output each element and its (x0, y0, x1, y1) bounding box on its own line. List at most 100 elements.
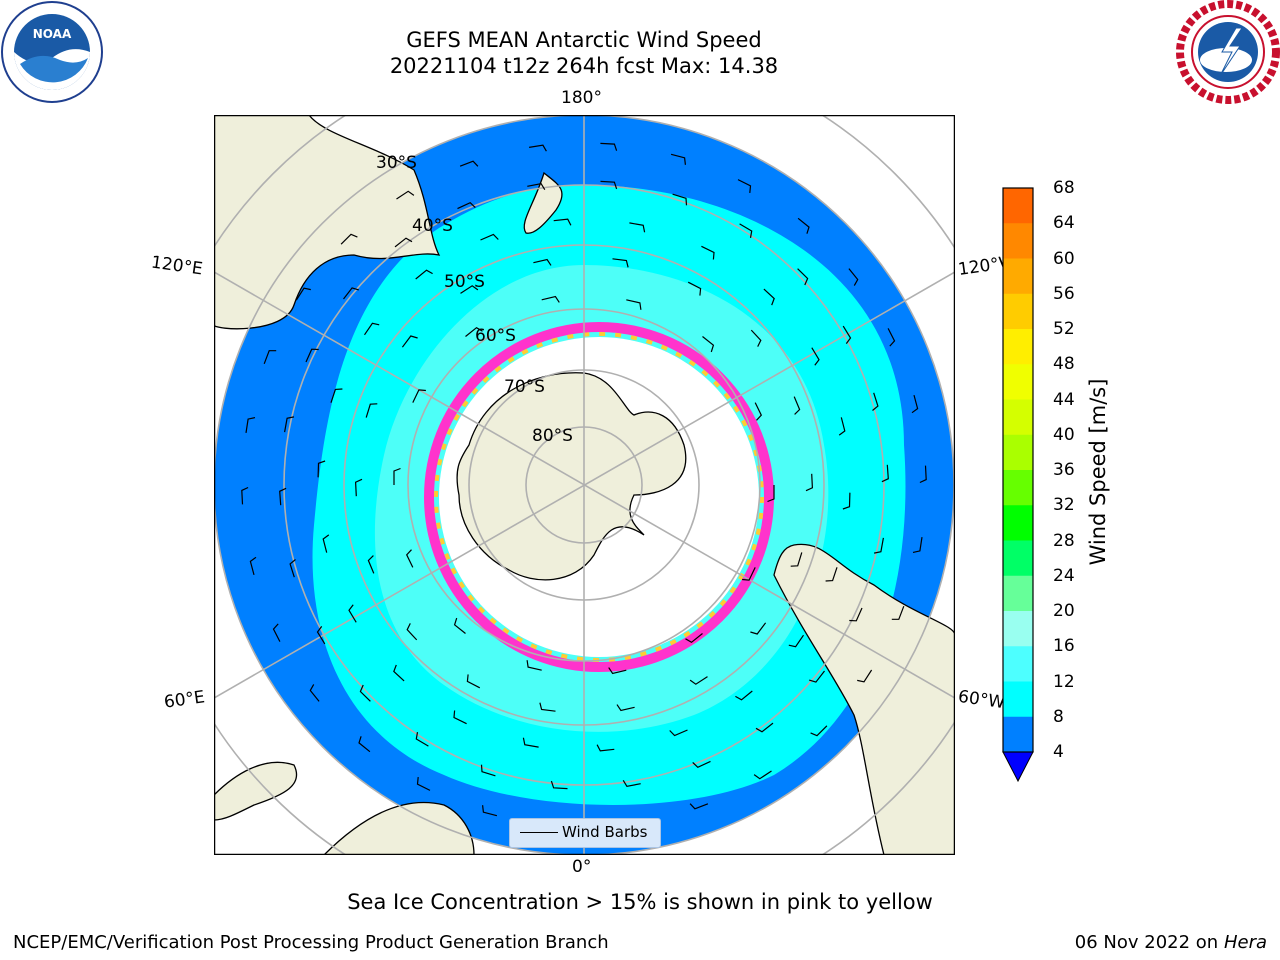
wind-barb (359, 684, 371, 702)
wind-barb (887, 328, 896, 347)
colorbar-tick-label: 60 (1053, 248, 1075, 269)
colorbar-tick-label: 48 (1053, 354, 1075, 375)
wind-barb (365, 403, 378, 418)
wind-barb (797, 268, 809, 286)
colorbar-bin (1003, 716, 1033, 753)
wind-barb (553, 218, 572, 226)
colorbar-bin (1003, 505, 1033, 541)
wind-barb (393, 664, 405, 682)
colorbar-bin (1003, 293, 1033, 330)
wind-barb (596, 744, 615, 752)
colorbar-tick-label: 32 (1053, 495, 1075, 516)
wind-barb (750, 329, 762, 347)
wind-barb (754, 402, 763, 421)
colorbar-tick-label: 56 (1053, 283, 1075, 304)
africa (214, 761, 298, 821)
wind-barb (805, 473, 814, 492)
wind-barb (911, 394, 919, 414)
wind-barb (550, 780, 568, 790)
colorbar-bin (1003, 681, 1033, 718)
colorbar (1002, 187, 1034, 783)
wind-barb (685, 633, 703, 644)
wind-barb (245, 417, 256, 433)
wind-barb (737, 179, 752, 193)
colorbar-tick-label: 52 (1053, 319, 1075, 339)
wind-barb (396, 190, 415, 200)
wind-barb (912, 537, 923, 553)
wind-barb (702, 336, 715, 353)
wind-barb (626, 299, 642, 310)
wind-barbs (241, 142, 927, 828)
wind-barb (415, 269, 433, 280)
wind-barb (742, 567, 756, 581)
polar-map: 30°S 40°S 50°S 60°S 70°S 80°S (214, 115, 955, 855)
sea-ice-ring (424, 322, 774, 672)
chart-subtitle: 20221104 t12z 264h fcst Max: 14.38 (389, 54, 779, 78)
colorbar-bin (1003, 258, 1033, 295)
wind-barb (284, 416, 295, 433)
wind-barbs-legend: Wind Barbs (509, 818, 661, 848)
colorbar-tick-label: 44 (1053, 389, 1075, 410)
colorbar-tick-label: 40 (1053, 424, 1075, 445)
wind-barb (755, 722, 774, 733)
wind-barb (872, 392, 879, 411)
wind-barb (343, 287, 359, 300)
wind-barb (416, 777, 431, 791)
australia (214, 115, 441, 330)
wind-barb (809, 670, 825, 683)
wind-barb (919, 465, 927, 484)
wind-barb (480, 233, 499, 241)
wind-barb (401, 335, 418, 348)
lat-label-60s: 60°S (475, 326, 516, 346)
wind-barb (873, 537, 884, 554)
wind-barb (692, 760, 711, 769)
wind-barb (810, 725, 828, 737)
colorbar-tick-label: 8 (1053, 706, 1064, 727)
wind-barb (272, 623, 281, 642)
wind-barb (249, 556, 257, 576)
wind-barb (533, 258, 552, 266)
wind-barb (790, 552, 803, 567)
colorbar-bin (1003, 434, 1033, 471)
colorbar-bin (1003, 399, 1033, 436)
wind-barb (838, 417, 846, 436)
wind-barb (459, 160, 479, 167)
wind-barb (793, 396, 801, 415)
africa-south (323, 801, 475, 855)
footer-host: Hera (1223, 932, 1267, 953)
wind-barb (848, 268, 859, 286)
new-zealand (523, 171, 563, 234)
wind-barb (305, 348, 319, 363)
colorbar-bin (1003, 540, 1033, 577)
wind-barb (541, 295, 560, 303)
lon-label-60e: 60°E (162, 687, 207, 713)
wind-barb (367, 555, 375, 574)
footer-date: 06 Nov 2022 on Hera (1075, 932, 1267, 953)
wind-barb (460, 285, 479, 294)
colorbar-bin (1003, 223, 1033, 259)
wind-barb (891, 605, 905, 620)
wind-barb (364, 322, 380, 336)
colorbar-bin (1003, 329, 1033, 365)
lon-label-60w: 60°W (956, 686, 1007, 714)
wind-barb (358, 736, 371, 753)
colorbar-tick-label: 64 (1053, 213, 1075, 234)
wind-barb (465, 326, 483, 337)
wind-barb (849, 607, 863, 622)
lon-label-0: 0° (572, 857, 592, 877)
wind-barb (763, 288, 775, 306)
wind-barb (881, 464, 889, 483)
wind-barb (622, 779, 641, 787)
wind-barb (529, 144, 547, 152)
colorbar-tick-label: 4 (1053, 742, 1064, 762)
wind-barb (750, 622, 767, 635)
wind-barb (767, 485, 775, 503)
wind-barb (295, 287, 311, 301)
footer-credit: NCEP/EMC/Verification Post Processing Pr… (13, 932, 609, 953)
wind-barb (394, 237, 413, 248)
wind-barb (322, 534, 330, 553)
svg-text:NOAA: NOAA (33, 27, 72, 41)
wind-barb (669, 729, 688, 737)
sea-ice-caption: Sea Ice Concentration > 15% is shown in … (347, 890, 933, 914)
wind-barb (457, 201, 476, 210)
